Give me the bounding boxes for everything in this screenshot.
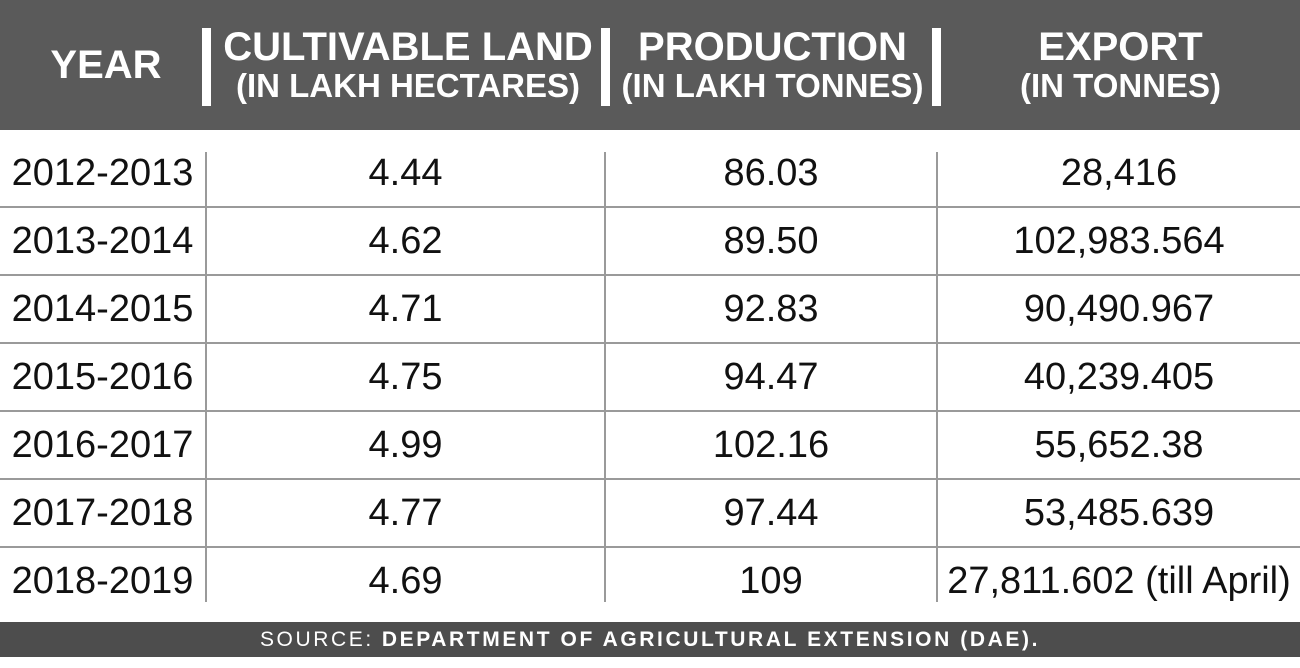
- cell-cultivable-land: 4.77: [368, 491, 443, 534]
- column-divider: [604, 152, 606, 602]
- cell-cultivable-land: 4.44: [368, 151, 443, 194]
- row-divider: [0, 342, 1300, 344]
- cell-year: 2018-2019: [11, 559, 194, 602]
- header-cultivable-land: CULTIVABLE LAND (IN LAKH HECTARES): [212, 0, 604, 130]
- header-export: EXPORT (IN TONNES): [941, 0, 1300, 130]
- header-production: PRODUCTION (IN LAKH TONNES): [610, 0, 935, 130]
- cell-export: 90,490.967: [1023, 287, 1215, 330]
- header-year: YEAR: [0, 0, 212, 130]
- cell-production: 97.44: [723, 491, 819, 534]
- cell-export: 28,416: [1060, 151, 1178, 194]
- cell-year: 2012-2013: [11, 151, 194, 194]
- source-footer: SOURCE: DEPARTMENT OF AGRICULTURAL EXTEN…: [0, 622, 1300, 657]
- cell-production: 109: [739, 559, 803, 602]
- cell-year: 2013-2014: [11, 219, 194, 262]
- table-row: 2012-2013 4.44 86.03 28,416: [0, 140, 1300, 208]
- cell-production: 89.50: [723, 219, 819, 262]
- header-cultivable-land-unit: (IN LAKH HECTARES): [235, 67, 581, 104]
- cell-year: 2017-2018: [11, 491, 194, 534]
- header-export-unit: (IN TONNES): [1019, 67, 1222, 104]
- cell-export: 102,983.564: [1013, 219, 1225, 262]
- header-divider: [601, 28, 610, 106]
- table-row: 2018-2019 4.69 109 27,811.602 (till April): [0, 548, 1300, 616]
- cell-production: 86.03: [723, 151, 819, 194]
- column-divider: [936, 152, 938, 602]
- cell-cultivable-land: 4.75: [368, 355, 443, 398]
- header-year-label: YEAR: [50, 43, 162, 87]
- header-production-unit: (IN LAKH TONNES): [621, 67, 924, 104]
- table-row: 2015-2016 4.75 94.47 40,239.405: [0, 344, 1300, 412]
- header-export-label: EXPORT: [1038, 25, 1203, 69]
- bottom-margin: [0, 657, 1300, 668]
- cell-export: 27,811.602 (till April): [947, 559, 1291, 602]
- cell-export: 53,485.639: [1023, 491, 1215, 534]
- cell-cultivable-land: 4.69: [368, 559, 443, 602]
- header-divider: [932, 28, 941, 106]
- table-row: 2013-2014 4.62 89.50 102,983.564: [0, 208, 1300, 276]
- cell-production: 92.83: [723, 287, 819, 330]
- cell-year: 2016-2017: [11, 423, 194, 466]
- cell-cultivable-land: 4.71: [368, 287, 443, 330]
- header-cultivable-land-label: CULTIVABLE LAND: [223, 25, 593, 69]
- table-header: YEAR CULTIVABLE LAND (IN LAKH HECTARES) …: [0, 0, 1300, 130]
- header-divider: [202, 28, 211, 106]
- header-production-label: PRODUCTION: [638, 25, 907, 69]
- cell-export: 55,652.38: [1034, 423, 1204, 466]
- table-row: 2016-2017 4.99 102.16 55,652.38: [0, 412, 1300, 480]
- column-divider: [205, 152, 207, 602]
- row-divider: [0, 206, 1300, 208]
- row-divider: [0, 274, 1300, 276]
- cell-export: 40,239.405: [1023, 355, 1215, 398]
- row-divider: [0, 410, 1300, 412]
- cell-year: 2014-2015: [11, 287, 194, 330]
- table-row: 2014-2015 4.71 92.83 90,490.967: [0, 276, 1300, 344]
- source-text: DEPARTMENT OF AGRICULTURAL EXTENSION (DA…: [381, 627, 1041, 651]
- cell-cultivable-land: 4.99: [368, 423, 443, 466]
- row-divider: [0, 546, 1300, 548]
- cell-year: 2015-2016: [11, 355, 194, 398]
- row-divider: [0, 478, 1300, 480]
- cell-cultivable-land: 4.62: [368, 219, 443, 262]
- source-lead: SOURCE:: [259, 627, 374, 651]
- cell-production: 94.47: [723, 355, 819, 398]
- cell-production: 102.16: [712, 423, 830, 466]
- table-row: 2017-2018 4.77 97.44 53,485.639: [0, 480, 1300, 548]
